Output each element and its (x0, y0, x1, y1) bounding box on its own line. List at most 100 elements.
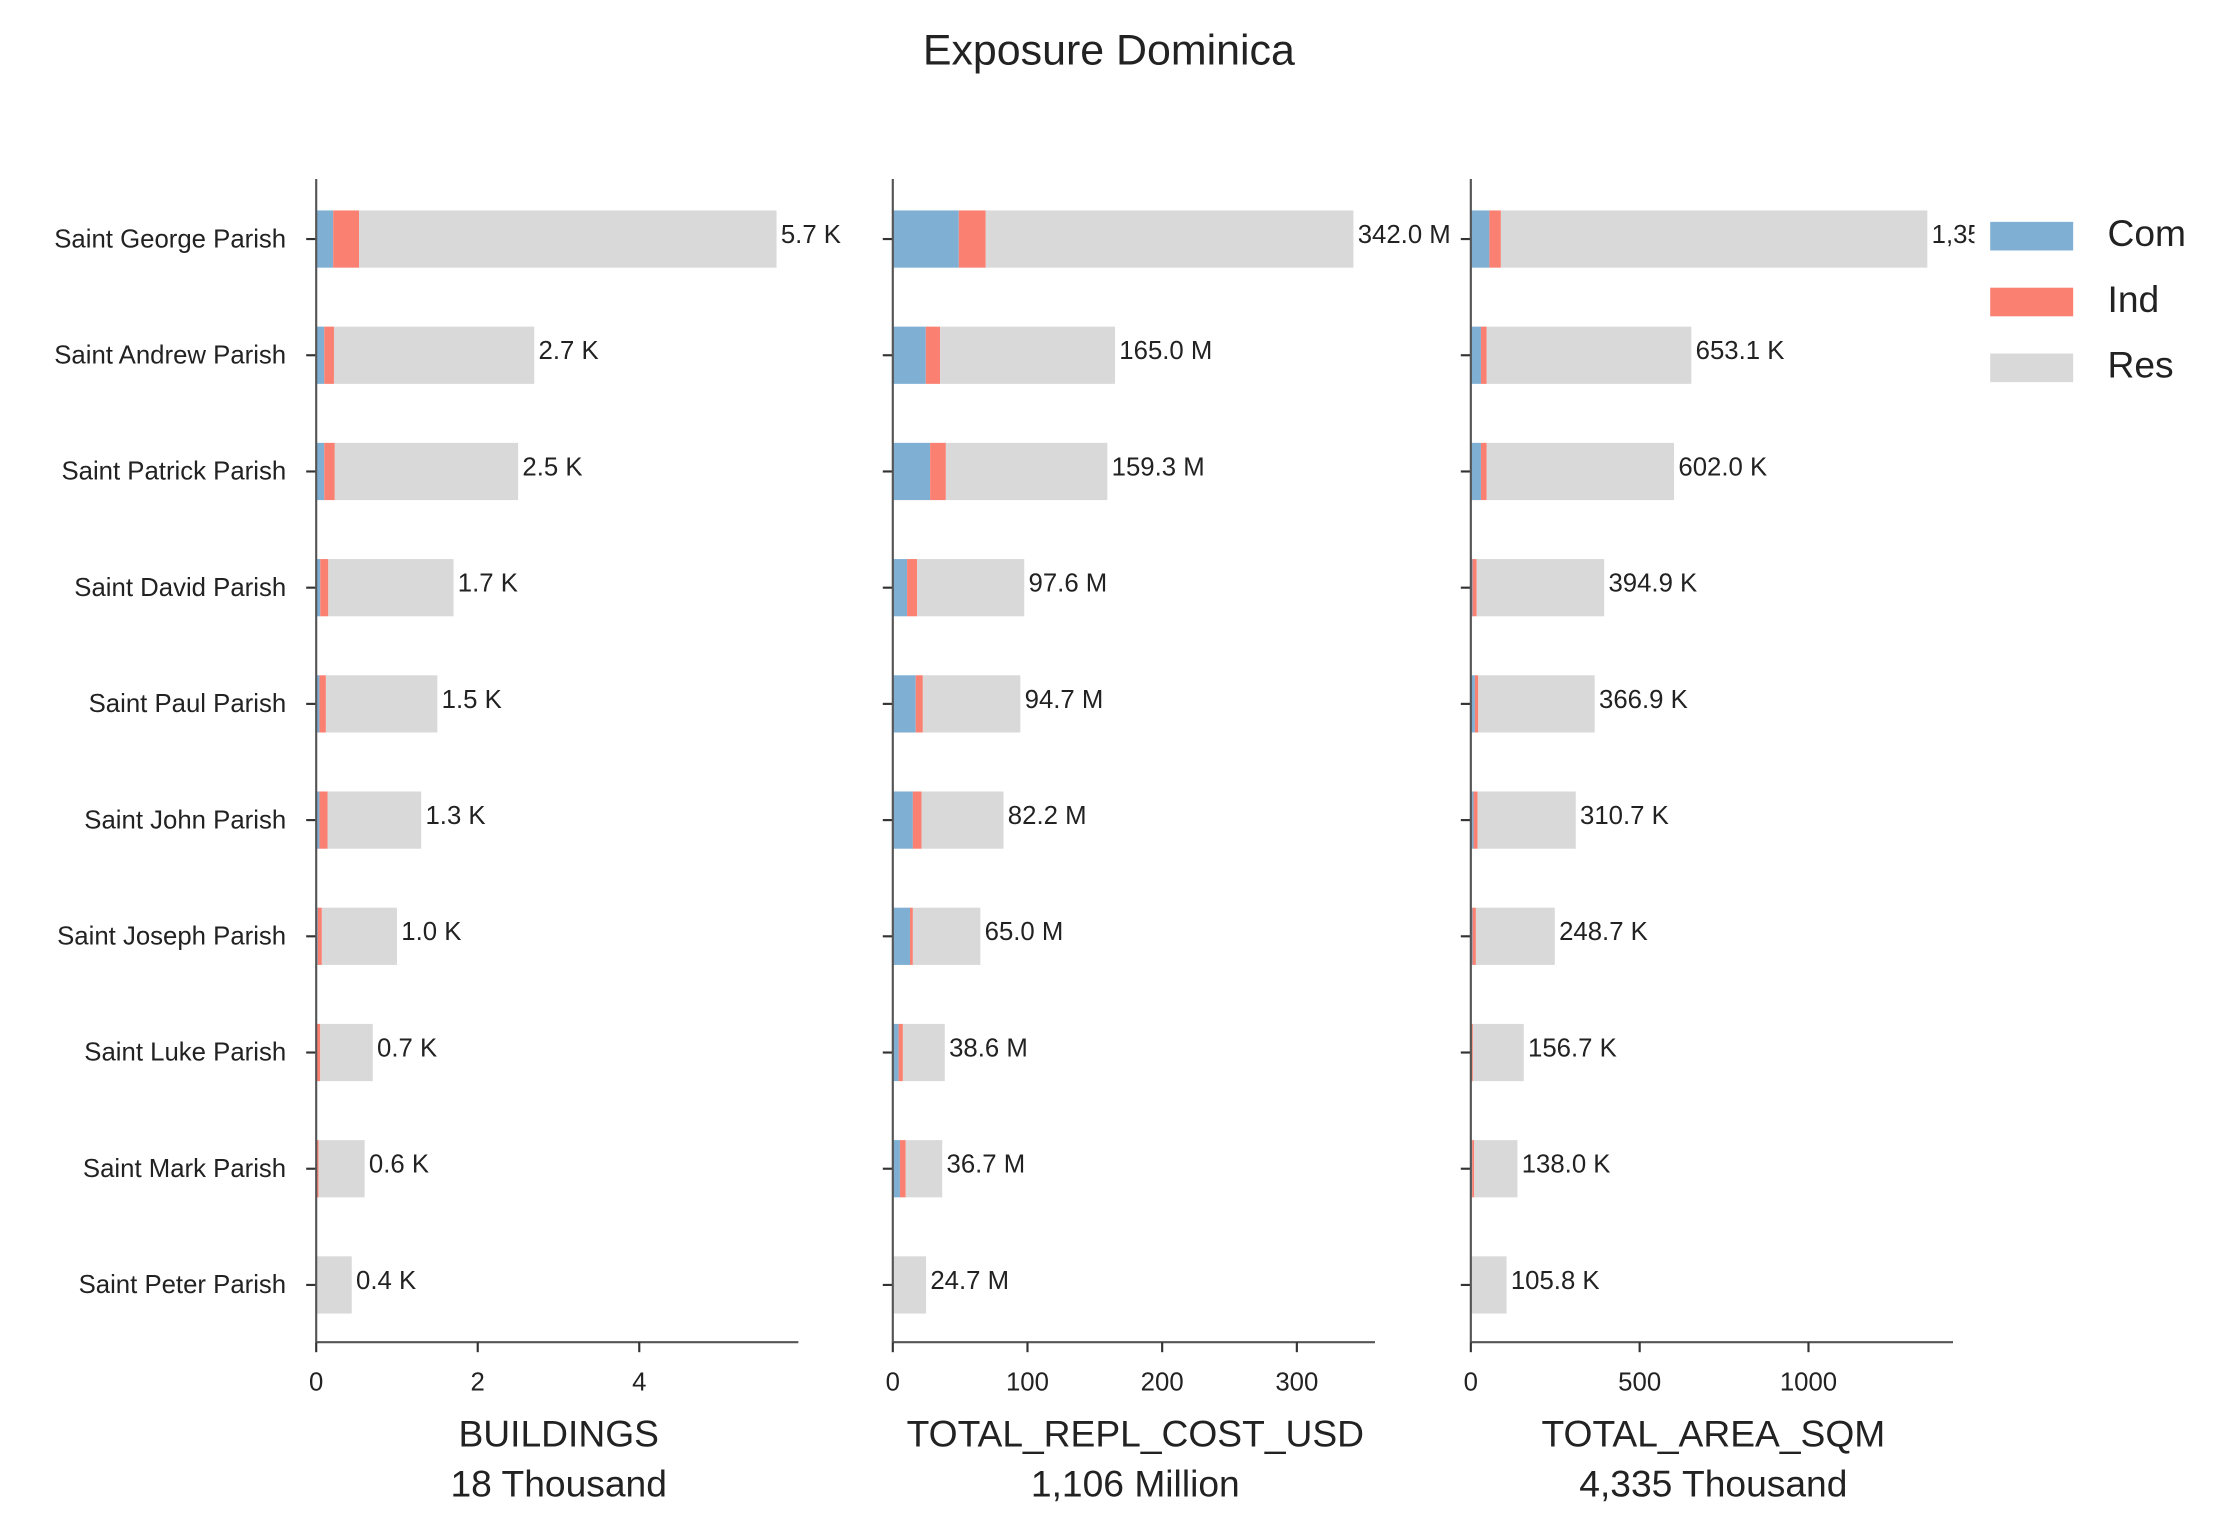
bar-segment (1474, 1140, 1518, 1198)
total-label: 0.6 K (369, 1151, 429, 1179)
bar-segment (1472, 1023, 1524, 1082)
legend-swatch (1990, 287, 2074, 317)
bar-segment (1470, 326, 1481, 384)
bar-segment (316, 326, 325, 384)
bar-segment (319, 791, 328, 849)
bar-segment (921, 791, 1004, 849)
total-label: 1.0 K (401, 918, 461, 946)
total-label: 138.0 K (1522, 1151, 1611, 1179)
bar-segment (1477, 791, 1576, 849)
total-label: 105.8 K (1511, 1267, 1600, 1295)
bar-segment (917, 559, 1025, 617)
total-label: 0.4 K (356, 1267, 416, 1295)
bar-segment (325, 675, 438, 733)
bar-segment (316, 210, 334, 268)
legend-swatch (1990, 221, 2074, 251)
x-axis-label: TOTAL_AREA_SQM (1541, 1412, 1885, 1454)
y-tick-label: Saint George Parish (54, 225, 286, 253)
bar-segment (892, 326, 926, 384)
bar-segment (912, 907, 981, 965)
bar-segment (316, 559, 321, 617)
x-tick-label: 500 (1618, 1368, 1661, 1396)
total-label: 94.7 M (1025, 686, 1104, 714)
bar-segment (985, 210, 1354, 268)
bar-segment (317, 1140, 319, 1198)
x-axis-total: 1,106 Million (1031, 1463, 1240, 1505)
bar-segment (892, 1140, 900, 1198)
bar-segment (317, 907, 322, 965)
bar-segment (1475, 907, 1555, 965)
bar-segment (910, 907, 913, 965)
total-label: 38.6 M (949, 1034, 1028, 1062)
legend-label: Com (2108, 212, 2187, 254)
x-tick-label: 300 (1275, 1368, 1318, 1396)
x-axis-total: 18 Thousand (450, 1463, 666, 1505)
bar-segment (1489, 210, 1501, 268)
bar-segment (1470, 210, 1490, 268)
total-label: 159.3 M (1112, 453, 1205, 481)
bar-segment (958, 210, 986, 268)
y-tick-label: Saint Mark Parish (83, 1155, 286, 1183)
bar-segment (907, 559, 918, 617)
total-label: 2.7 K (539, 337, 599, 365)
bar-segment (334, 442, 519, 501)
bar-segment (320, 559, 329, 617)
bar-segment (316, 675, 320, 733)
x-tick-label: 100 (1006, 1368, 1049, 1396)
total-label: 248.7 K (1559, 918, 1648, 946)
bar-segment (905, 1140, 943, 1198)
bar-segment (333, 326, 535, 384)
bar-segment (1472, 1140, 1475, 1198)
bar-segment (1473, 791, 1478, 849)
bar-segment (324, 442, 335, 501)
bar-segment (1478, 675, 1595, 733)
y-tick-label: Saint David Parish (74, 574, 286, 602)
total-label: 342.0 M (1358, 221, 1451, 249)
y-tick-label: Saint John Parish (84, 806, 286, 834)
total-label: 653.1 K (1696, 337, 1785, 365)
bar-segment (316, 791, 320, 849)
bar-segment (318, 1140, 365, 1198)
bar-segment (892, 1023, 899, 1082)
bar-segment (899, 1140, 906, 1198)
y-tick-label: Saint Peter Parish (79, 1271, 287, 1299)
x-tick-label: 2 (471, 1368, 485, 1396)
total-label: 1.3 K (425, 802, 485, 830)
bar-segment (324, 326, 334, 384)
bar-segment (359, 210, 777, 268)
total-label: 366.9 K (1599, 686, 1688, 714)
bar-segment (912, 791, 922, 849)
bar-segment (321, 907, 397, 965)
bar-segment (1500, 210, 1928, 268)
total-label: 65.0 M (985, 918, 1064, 946)
bar-segment (317, 1023, 321, 1082)
bar-segment (328, 559, 454, 617)
y-tick-label: Saint Luke Parish (84, 1039, 286, 1067)
bar-segment (892, 675, 916, 733)
bar-segment (930, 442, 946, 501)
bar-segment (892, 210, 959, 268)
legend-label: Res (2108, 344, 2174, 386)
total-label: 602.0 K (1678, 453, 1767, 481)
y-tick-label: Saint Patrick Parish (61, 458, 286, 486)
total-label: 24.7 M (930, 1267, 1009, 1295)
bar-segment (1474, 675, 1479, 733)
bar-segment (316, 1256, 352, 1314)
total-label: 156.7 K (1528, 1034, 1617, 1062)
x-tick-label: 200 (1141, 1368, 1184, 1396)
bar-segment (320, 1023, 373, 1082)
bar-segment (319, 675, 326, 733)
total-label: 97.6 M (1029, 570, 1108, 598)
bar-segment (1470, 442, 1481, 501)
x-axis-label: BUILDINGS (458, 1412, 658, 1454)
legend-swatch (1990, 353, 2074, 383)
legend: Com Ind Res (1974, 200, 2230, 394)
bar-segment (1486, 326, 1692, 384)
bar-segment (893, 1256, 927, 1314)
bar-segment (327, 791, 422, 849)
bar-segment (1471, 1256, 1507, 1314)
bar-segment (1471, 1023, 1473, 1082)
bar-segment (316, 442, 325, 501)
